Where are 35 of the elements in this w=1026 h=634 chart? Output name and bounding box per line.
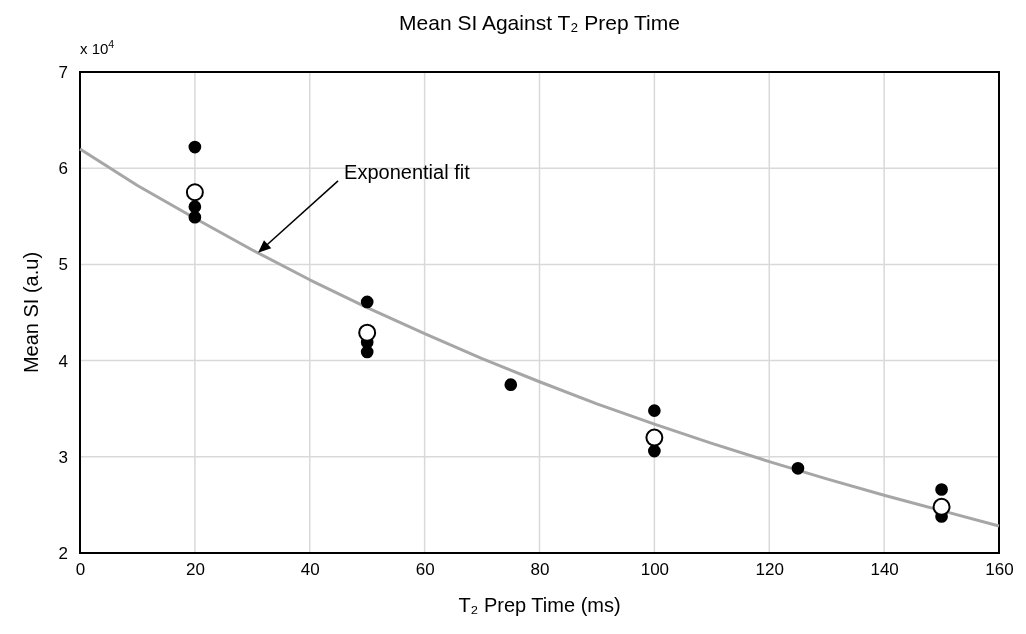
x-tick-label: 120 xyxy=(755,560,784,580)
point xyxy=(188,200,202,214)
y-tick-label: 7 xyxy=(58,62,68,82)
x-axis-title: T₂ Prep Time (ms) xyxy=(458,594,621,616)
x-tick-label: 40 xyxy=(300,560,320,580)
point xyxy=(360,345,374,359)
x-tick-label: 80 xyxy=(530,560,550,580)
y-tick-label: 2 xyxy=(58,543,68,563)
y-tick-label: 3 xyxy=(58,447,68,467)
y-tick-label: 5 xyxy=(58,255,68,275)
point xyxy=(645,428,664,447)
text: x 10$^{4}$ xyxy=(80,38,115,57)
point xyxy=(185,183,204,202)
y-axis-title: Mean SI (a.u) xyxy=(20,251,42,374)
annotation: Exponential fit xyxy=(344,160,471,183)
point xyxy=(935,483,948,496)
point xyxy=(358,323,377,342)
x-tick-label: 0 xyxy=(75,560,86,580)
x-tick-label: 100 xyxy=(640,560,670,580)
x-tick-label: 60 xyxy=(415,560,435,580)
chart-title: Mean SI Against T₂ Prep Time xyxy=(399,11,680,34)
x-tick-label: 160 xyxy=(985,560,1014,580)
point xyxy=(648,444,661,458)
y-tick-label: 6 xyxy=(58,159,68,179)
point xyxy=(360,295,374,309)
line-series xyxy=(78,147,1001,528)
point xyxy=(648,404,661,417)
point xyxy=(791,462,805,475)
x-tick-label: 20 xyxy=(185,560,205,580)
point xyxy=(504,378,518,391)
point xyxy=(188,140,202,154)
point xyxy=(188,210,202,224)
y-tick-label: 4 xyxy=(58,351,68,371)
point xyxy=(932,497,951,516)
x-tick-label: 140 xyxy=(870,560,899,580)
